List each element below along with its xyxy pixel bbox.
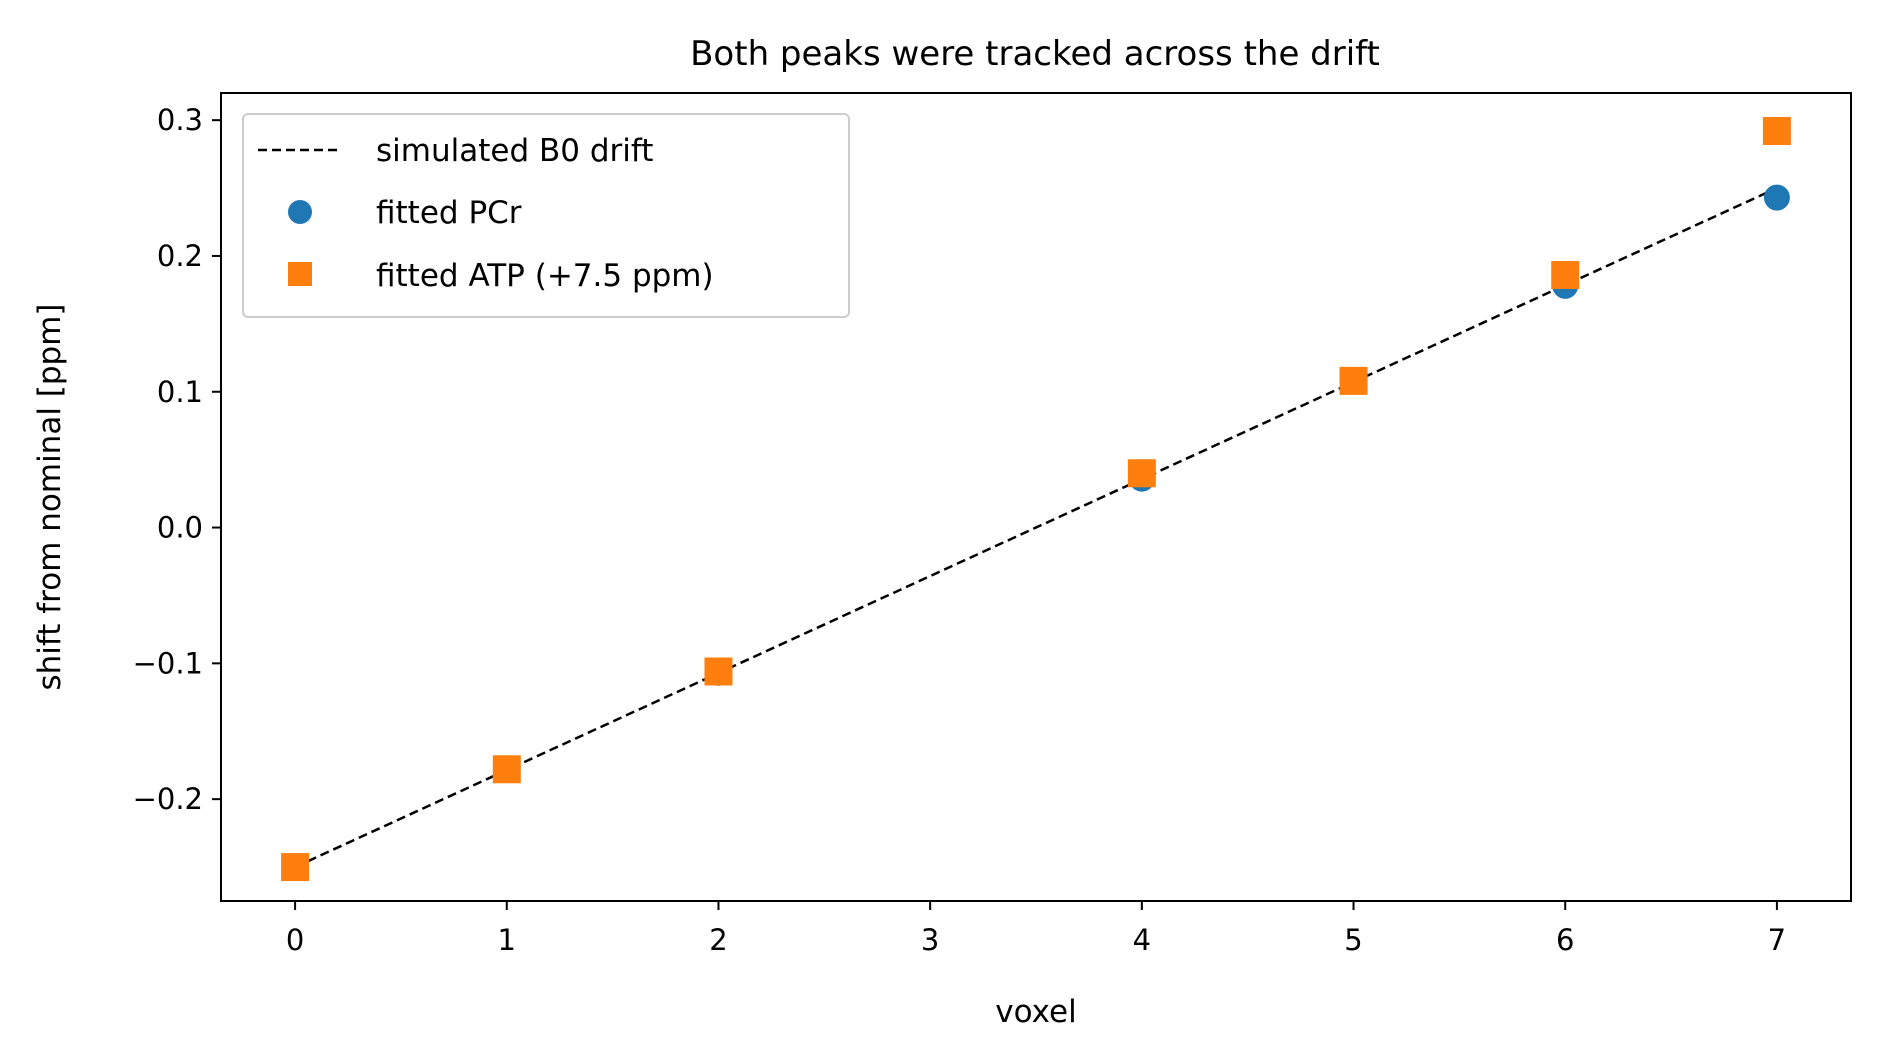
- atp-point: [281, 853, 310, 882]
- legend-box: [242, 113, 850, 318]
- atp-point: [1339, 366, 1368, 395]
- legend-label-drift: simulated B0 drift: [376, 133, 653, 169]
- series-layer: [281, 117, 1791, 882]
- y-tick-label: −0.2: [133, 782, 203, 816]
- atp-point: [1127, 459, 1156, 488]
- x-tick-label: 5: [1344, 923, 1362, 957]
- legend-label-pcr: fitted PCr: [376, 195, 522, 231]
- pcr-point: [1763, 184, 1790, 211]
- y-tick-label: −0.1: [133, 646, 203, 680]
- drift-line: [294, 186, 1778, 869]
- atp-point: [704, 657, 733, 686]
- y-axis-ticks: −0.2 −0.1 0.0 0.1 0.2 0.3: [133, 103, 221, 816]
- atp-point: [1762, 117, 1791, 146]
- x-tick-label: 1: [498, 923, 516, 957]
- x-tick-label: 6: [1556, 923, 1574, 957]
- x-tick-label: 3: [921, 923, 939, 957]
- y-tick-label: 0.0: [157, 511, 203, 545]
- plot-area: [220, 92, 1852, 902]
- chart-title: Both peaks were tracked across the drift: [690, 34, 1380, 74]
- axes-frame: [220, 92, 1852, 902]
- y-tick-label: 0.1: [157, 375, 203, 409]
- atp-point: [492, 755, 521, 784]
- legend-label-atp: fitted ATP (+7.5 ppm): [376, 258, 714, 294]
- x-tick-label: 0: [286, 923, 304, 957]
- y-tick-label: 0.2: [157, 239, 203, 273]
- x-tick-label: 4: [1133, 923, 1151, 957]
- legend-circle-swatch: [288, 200, 312, 224]
- y-axis-label: shift from nominal [ppm]: [32, 303, 68, 690]
- legend: simulated B0 drift fitted PCr fitted ATP…: [242, 113, 850, 318]
- atp-point: [1551, 260, 1580, 289]
- legend-square-swatch: [288, 262, 312, 286]
- y-tick-label: 0.3: [157, 103, 203, 137]
- x-axis-ticks: 0 1 2 3 4 5 6 7: [286, 901, 1786, 957]
- x-tick-label: 7: [1768, 923, 1786, 957]
- x-axis-label: voxel: [995, 994, 1076, 1030]
- x-tick-label: 2: [709, 923, 727, 957]
